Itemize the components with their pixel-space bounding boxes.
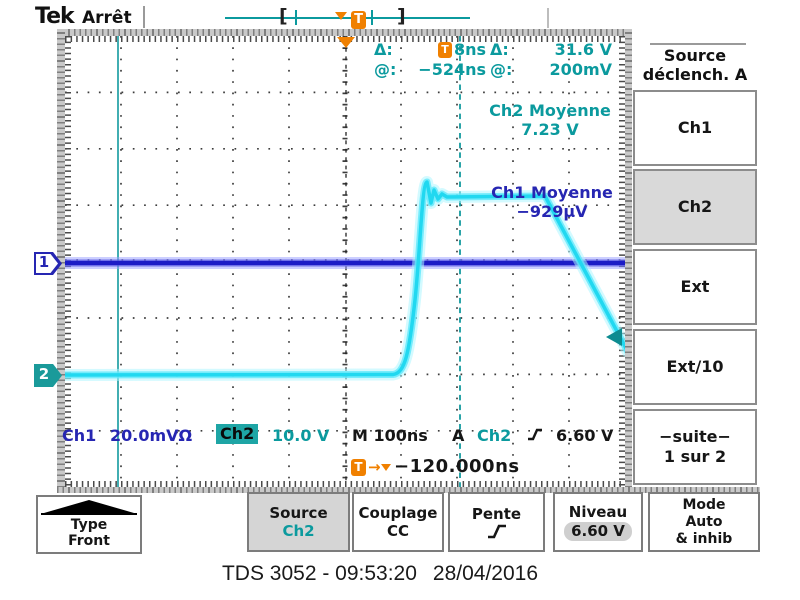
menu-slope-title: Pente [471, 504, 522, 523]
ch1-scale: 20.0mVΩ [110, 426, 193, 445]
sidebar-button-ch1-label: Ch1 [677, 118, 713, 137]
acquisition-mode: A [452, 426, 465, 445]
type-front-icon-base [41, 513, 137, 515]
graticule-border-top [57, 29, 632, 36]
delta-label-2: Δ: [490, 40, 509, 59]
delta-volt-readout: Δ: 31.6 V [490, 40, 612, 59]
menu-mode-title: Mode [682, 496, 726, 513]
ch1-marker: 1 [34, 252, 62, 275]
delay-value: −120.000ns [394, 456, 520, 477]
footer-model-time: TDS 3052 - 09:53:20 [221, 562, 417, 585]
menu-type-title: Type [70, 517, 108, 533]
ch2-marker-number: 2 [38, 365, 50, 383]
trigger-level-readout: 6.60 V [556, 426, 614, 445]
graticule-border-right [625, 29, 632, 493]
menu-button-coupling[interactable]: Couplage CC [352, 492, 444, 552]
delay-t-icon: T [351, 459, 366, 476]
timebase-readout: M 100ns [352, 426, 428, 445]
topbar-divider [143, 6, 145, 28]
ch2-status-chip: Ch2 [216, 424, 259, 444]
trigger-marker-triangle [337, 37, 355, 48]
at-volt-readout: @: 200mV [490, 60, 612, 79]
menu-source-value: Ch2 [282, 522, 315, 540]
graticule-border-left [57, 29, 65, 493]
at-volt-value: 200mV [549, 60, 612, 79]
topbar-divider-right [547, 8, 549, 28]
trigger-t-icon: T [351, 11, 366, 29]
ch1-status-label: Ch1 [62, 426, 97, 445]
sidebar-button-ext10[interactable]: Ext/10 [633, 329, 757, 405]
delay-marker-icon [381, 464, 391, 471]
at-label: @: [374, 60, 397, 79]
sidebar-button-ch2[interactable]: Ch2 [633, 169, 757, 245]
ch2-scale: 10.0 V [272, 426, 330, 445]
ch2-mean-readout: Ch2 Moyenne 7.23 V [478, 101, 622, 139]
ch2-marker: 2 [34, 364, 62, 387]
trigger-t-icon-small: T [437, 41, 452, 58]
cursor-b-tick [371, 10, 373, 25]
sidebar-button-more-label: −suite− [659, 427, 731, 446]
menu-button-source[interactable]: Source Ch2 [247, 492, 350, 552]
at-time-readout: @: −524ns [374, 60, 486, 79]
menu-button-mode[interactable]: Mode Auto & inhib [648, 492, 760, 552]
tek-logo: Tek [35, 4, 75, 29]
sidebar-title-line1: Source [663, 46, 727, 65]
ch2-mean-value: 7.23 V [521, 120, 579, 139]
type-front-icon [44, 500, 134, 513]
trigger-position-icon [335, 12, 347, 20]
record-window-left: [ [279, 5, 288, 27]
at-label-2: @: [490, 60, 513, 79]
menu-button-level[interactable]: Niveau 6.60 V [553, 492, 643, 552]
menu-coupling-value: CC [386, 522, 410, 540]
menu-mode-line2: Auto [685, 513, 723, 530]
sidebar-button-more[interactable]: −suite− 1 sur 2 [633, 409, 757, 485]
sidebar-title-rule [650, 43, 746, 45]
waveform-display [59, 36, 634, 487]
delta-label: Δ: [374, 40, 393, 59]
menu-coupling-title: Couplage [358, 504, 438, 522]
sidebar-button-ch1[interactable]: Ch1 [633, 90, 757, 166]
sidebar-button-more-sub: 1 sur 2 [663, 447, 727, 466]
sidebar-button-ext10-label: Ext/10 [666, 357, 724, 376]
menu-type-value: Front [68, 533, 110, 549]
record-window-right: ] [397, 5, 406, 27]
sidebar-title: Source déclench. A [633, 46, 757, 84]
sidebar-button-ext-label: Ext [680, 277, 710, 296]
offscreen-arrow-icon [606, 328, 622, 346]
graticule-border-bottom [57, 487, 760, 493]
menu-button-slope[interactable]: Pente [448, 492, 545, 552]
delta-time-value: 8ns [453, 40, 486, 59]
footer-date: 28/04/2016 [432, 562, 539, 585]
ch1-mean-readout: Ch1 Moyenne −929µV [480, 183, 624, 221]
sidebar-button-ch2-label: Ch2 [677, 197, 713, 216]
record-view-bar [225, 17, 470, 19]
trigger-source-readout: Ch2 [477, 426, 512, 445]
at-time-value: −524ns [418, 60, 486, 79]
menu-button-type[interactable]: Type Front [36, 495, 142, 554]
menu-level-value: 6.60 V [564, 522, 632, 541]
graticule-svg [59, 36, 634, 487]
slope-rising-icon [528, 428, 542, 441]
sidebar-button-ext[interactable]: Ext [633, 249, 757, 325]
ch2-trace [59, 176, 634, 381]
ch2-mean-label: Ch2 Moyenne [489, 101, 611, 120]
menu-source-title: Source [269, 504, 328, 522]
ch1-mean-value: −929µV [516, 202, 588, 221]
menu-level-title: Niveau [568, 503, 628, 521]
delta-volt-value: 31.6 V [554, 40, 612, 59]
delta-time-readout: Δ: T 8ns [374, 40, 486, 59]
slope-button-icon [487, 524, 506, 538]
ch1-marker-number: 1 [38, 253, 50, 271]
ch1-mean-label: Ch1 Moyenne [491, 183, 613, 202]
sidebar-title-line2: déclench. A [642, 65, 748, 84]
acquisition-status: Arrêt [82, 8, 132, 28]
cursor-a-tick [295, 10, 297, 25]
menu-mode-line3: & inhib [675, 530, 733, 547]
delay-arrow-icon: → [368, 458, 381, 476]
footer-timestamp: TDS 3052 - 09:53:20 28/04/2016 [0, 562, 760, 586]
